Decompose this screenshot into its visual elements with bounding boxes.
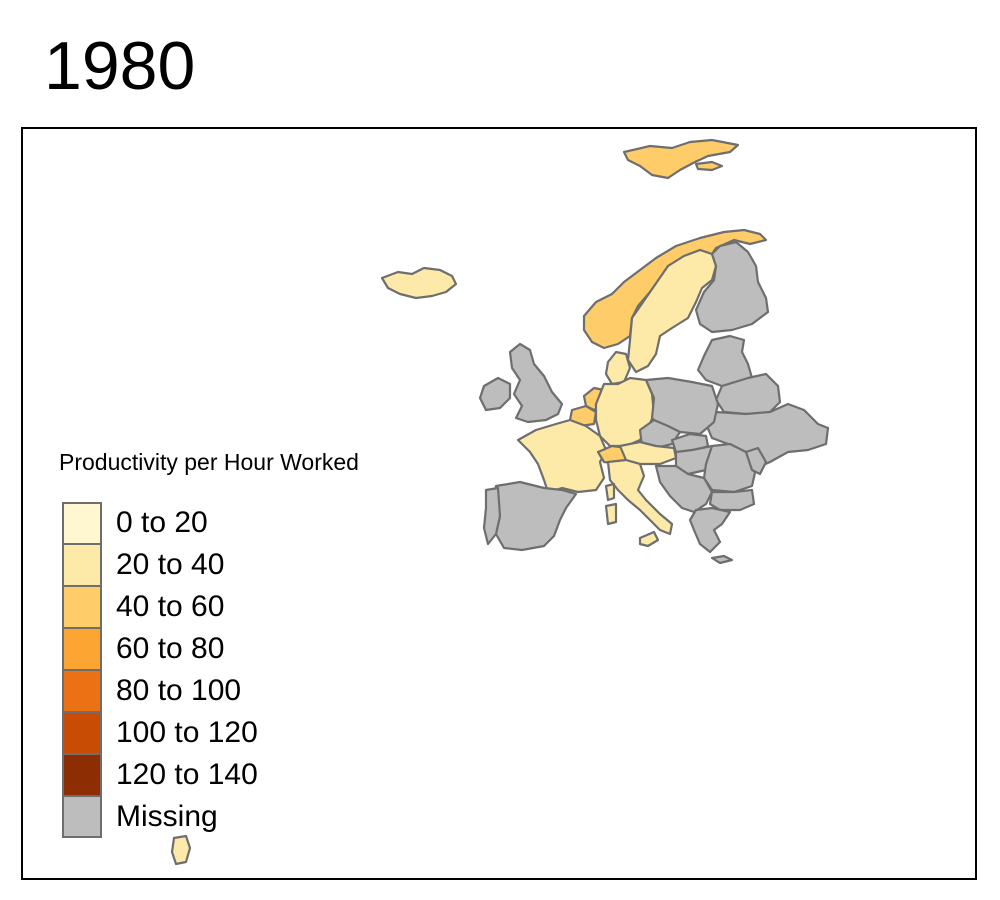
region-denmark (604, 350, 632, 386)
region-sicily (638, 530, 660, 548)
legend-label: 0 to 20 (116, 506, 208, 539)
region-belarus (714, 372, 782, 416)
legend-item: Missing (62, 796, 322, 838)
legend-label: 20 to 40 (116, 548, 225, 581)
legend-label: 120 to 140 (116, 758, 258, 791)
legend-label: Missing (116, 800, 218, 833)
region-france (516, 418, 608, 494)
legend-item: 20 to 40 (62, 544, 322, 586)
region-greece-crete (710, 554, 734, 565)
region-sardinia (604, 502, 618, 526)
legend-swatch (62, 796, 102, 838)
region-sweden (626, 248, 718, 374)
legend-title: Productivity per Hour Worked (59, 449, 359, 475)
region-corsica (604, 482, 616, 502)
legend-swatch (62, 544, 102, 586)
region-united-kingdom (508, 342, 564, 424)
region-svalbard (694, 160, 724, 172)
region-finland (694, 240, 770, 334)
region-moldova (744, 446, 768, 476)
region-ireland (478, 376, 512, 412)
region-italy (606, 458, 674, 536)
legend-item: 40 to 60 (62, 586, 322, 628)
legend-item: 80 to 100 (62, 670, 322, 712)
legend-label: 60 to 80 (116, 632, 225, 665)
region-greece (688, 506, 732, 554)
legend-swatch (62, 586, 102, 628)
legend-item: 120 to 140 (62, 754, 322, 796)
legend-swatch (62, 712, 102, 754)
region-spain (492, 480, 578, 552)
region-iceland (380, 266, 458, 300)
legend-swatch (62, 502, 102, 544)
legend-item: 60 to 80 (62, 628, 322, 670)
legend-item: 0 to 20 (62, 502, 322, 544)
legend-label: 40 to 60 (116, 590, 225, 623)
legend-swatch (62, 754, 102, 796)
legend-label: 100 to 120 (116, 716, 258, 749)
region-svalbard (622, 138, 740, 180)
region-balkans (654, 464, 714, 514)
legend-swatch (62, 628, 102, 670)
legend-item: 100 to 120 (62, 712, 322, 754)
region-poland (644, 376, 720, 436)
legend: 0 to 20 20 to 40 40 to 60 60 to 80 80 to… (62, 502, 322, 838)
legend-label: 80 to 100 (116, 674, 242, 707)
legend-swatch (62, 670, 102, 712)
region-bulgaria (708, 488, 756, 512)
map-title: 1980 (44, 28, 196, 104)
region-romania (702, 442, 758, 494)
region-norway (582, 228, 768, 350)
region-reunion (170, 834, 192, 866)
region-portugal (482, 486, 502, 546)
